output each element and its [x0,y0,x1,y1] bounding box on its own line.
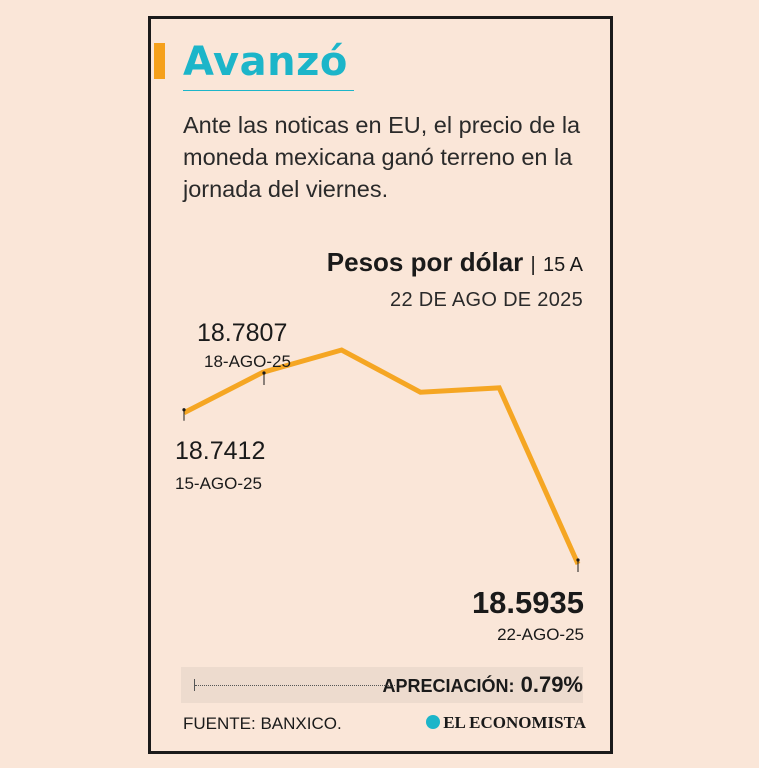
appreciation-label: APRECIACIÓN: [382,676,515,696]
value-label-1: 18.7807 [197,319,287,347]
headline-rule [183,90,354,91]
appreciation-summary: APRECIACIÓN: 0.79% [382,672,583,698]
subtitle: Ante las noticas en EU, el precio de la … [183,112,581,202]
marker-dot-5 [576,558,580,562]
appreciation-value: 0.79% [520,672,583,697]
chart-range-start: 15 A [542,254,583,276]
infographic-card: Avanzó Ante las noticas en EU, el precio… [148,16,613,754]
value-label-0: 18.7412 [175,437,265,465]
footer-tick [194,679,195,691]
date-label-1: 18-AGO-25 [204,352,291,371]
marker-dot-1 [262,371,266,375]
chart-range-end: 22 DE AGO DE 2025 [390,289,583,311]
date-label-5: 22-AGO-25 [497,625,584,644]
source-note: FUENTE: BANXICO. [183,714,342,733]
value-label-5: 18.5935 [472,585,584,620]
accent-bar [154,43,165,79]
brand-logo: EL ECONOMISTA [426,713,586,733]
headline: Avanzó [183,39,348,85]
chart-title: Pesos por dólar | 15 A [327,247,583,278]
brand-globe-icon [426,715,441,729]
date-label-0: 15-AGO-25 [175,474,262,493]
chart-title-main: Pesos por dólar [326,247,524,277]
footer-dotted-line [195,685,395,686]
marker-dot-0 [182,408,186,412]
series-line [182,347,581,566]
brand-name: EL ECONOMISTA [443,713,586,732]
chart-title-separator: | [530,254,536,276]
line-chart: 18.7412 15-AGO-25 18.7807 18-AGO-25 18.5935 2… [175,319,584,644]
